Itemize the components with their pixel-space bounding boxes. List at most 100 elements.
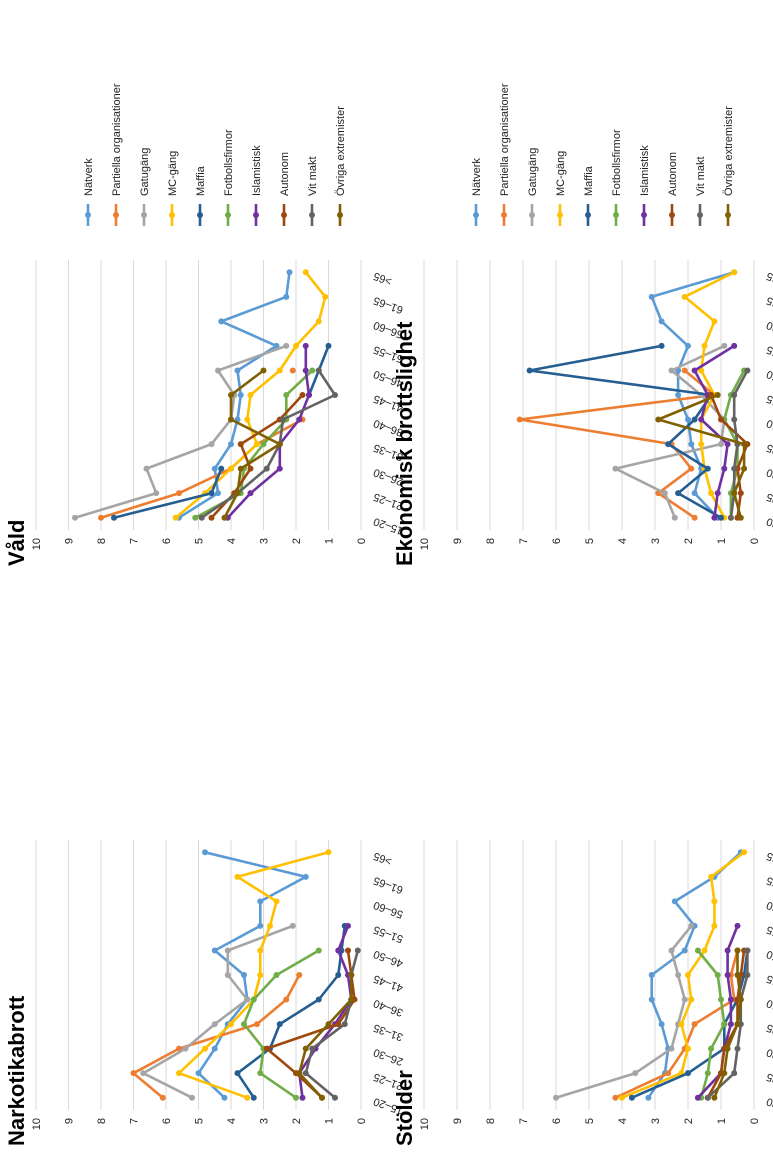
data-point [260,367,267,374]
data-point [215,367,221,374]
legend-label: MC-gäng [167,151,179,196]
series-gatugang [553,922,695,1101]
data-point [263,465,270,472]
data-point [289,367,296,374]
data-point [731,465,738,472]
series-natverk [648,269,738,521]
data-point [237,465,244,472]
data-point [293,342,299,349]
chart-ekonomisk-brottslighet: Ekonomisk brottslighet 0 1 2 3 4 5 6 7 8 9 10 15–20 2… [392,83,773,566]
x-tick-label: 15–20 [765,1095,773,1117]
data-point [688,996,695,1003]
data-point [299,392,306,398]
series-line [693,344,735,518]
data-point [526,367,533,374]
legend-swatch-dot [309,212,315,218]
x-tick-label: 26–30 [765,466,773,488]
series-line [555,925,693,1099]
series-natverk [645,849,744,1101]
y-tick-label: 9 [64,538,76,544]
series-fotbollsfirmor [241,947,322,1101]
legend-item: Vit makt [695,156,707,226]
x-tick-label: 56–60 [372,899,405,921]
y-tick-label: 8 [485,538,497,544]
y-tick-label: 8 [96,1118,108,1124]
data-point [260,441,267,448]
x-tick-label: 21–25 [765,1070,773,1092]
series-gatugang [612,342,728,521]
data-point [325,849,332,856]
y-tick-label: 4 [226,538,238,544]
x-tick-label: 41–45 [372,972,405,994]
series-line [709,394,749,518]
data-point [195,1070,202,1077]
data-point [688,441,695,448]
data-point [727,514,734,521]
data-point [737,490,744,497]
y-tick-label: 7 [129,1118,141,1124]
data-point [711,514,718,521]
data-point [302,1070,309,1077]
data-point [176,490,182,497]
data-point [675,972,682,978]
data-point [721,465,728,472]
data-point [727,1021,734,1028]
data-point [724,1045,731,1052]
data-point [325,342,332,349]
y-tick-label: 1 [716,538,728,544]
data-point [737,514,744,521]
x-tick-label: >65 [372,269,394,287]
series-mc-gang [172,269,329,521]
data-point [228,416,234,423]
series-mc-gang [619,849,748,1101]
y-tick-label: 4 [226,1118,238,1124]
y-tick-label: 9 [452,1118,464,1124]
data-point [263,1045,270,1052]
data-point [724,441,731,448]
data-point [612,1094,619,1101]
x-tick-label: 61–65 [765,874,773,896]
legend-label: Autonom [279,152,291,196]
data-point [130,1070,137,1077]
data-point [704,465,711,472]
data-point [685,416,691,423]
x-tick-label: 61–65 [372,874,405,896]
data-point [237,392,244,398]
data-point [143,465,150,472]
y-tick-label: 3 [259,1118,271,1124]
data-point [354,947,361,954]
data-point [694,1094,701,1101]
data-point [228,392,234,398]
data-point [215,490,221,497]
x-tick-label: 36–40 [372,997,405,1019]
data-point [159,1094,166,1101]
data-point [332,392,338,398]
y-tick-label: 8 [485,1118,497,1124]
x-tick-label: 31–35 [765,1021,773,1043]
series-line [210,394,304,519]
y-tick-label: 1 [324,538,336,544]
data-point [202,849,208,856]
data-point [737,996,744,1003]
data-point [247,392,254,398]
data-point [211,465,218,472]
legend-item: Gatugäng [527,148,539,226]
data-point [734,972,741,978]
data-point [208,490,215,497]
data-point [335,947,342,954]
y-tick-label: 9 [64,1118,76,1124]
data-point [335,1021,342,1028]
data-point [721,342,728,349]
data-point [234,490,241,497]
data-point [276,367,283,374]
legend-item: Vit makt [307,156,319,226]
data-point [153,490,160,497]
series-natverk [176,269,293,521]
legend-item: MC-gäng [555,151,567,226]
y-tick-label: 6 [551,1118,563,1124]
legend-label: Islamistisk [639,145,651,196]
data-point [731,392,738,398]
data-point [302,269,309,276]
data-point [721,1021,728,1028]
